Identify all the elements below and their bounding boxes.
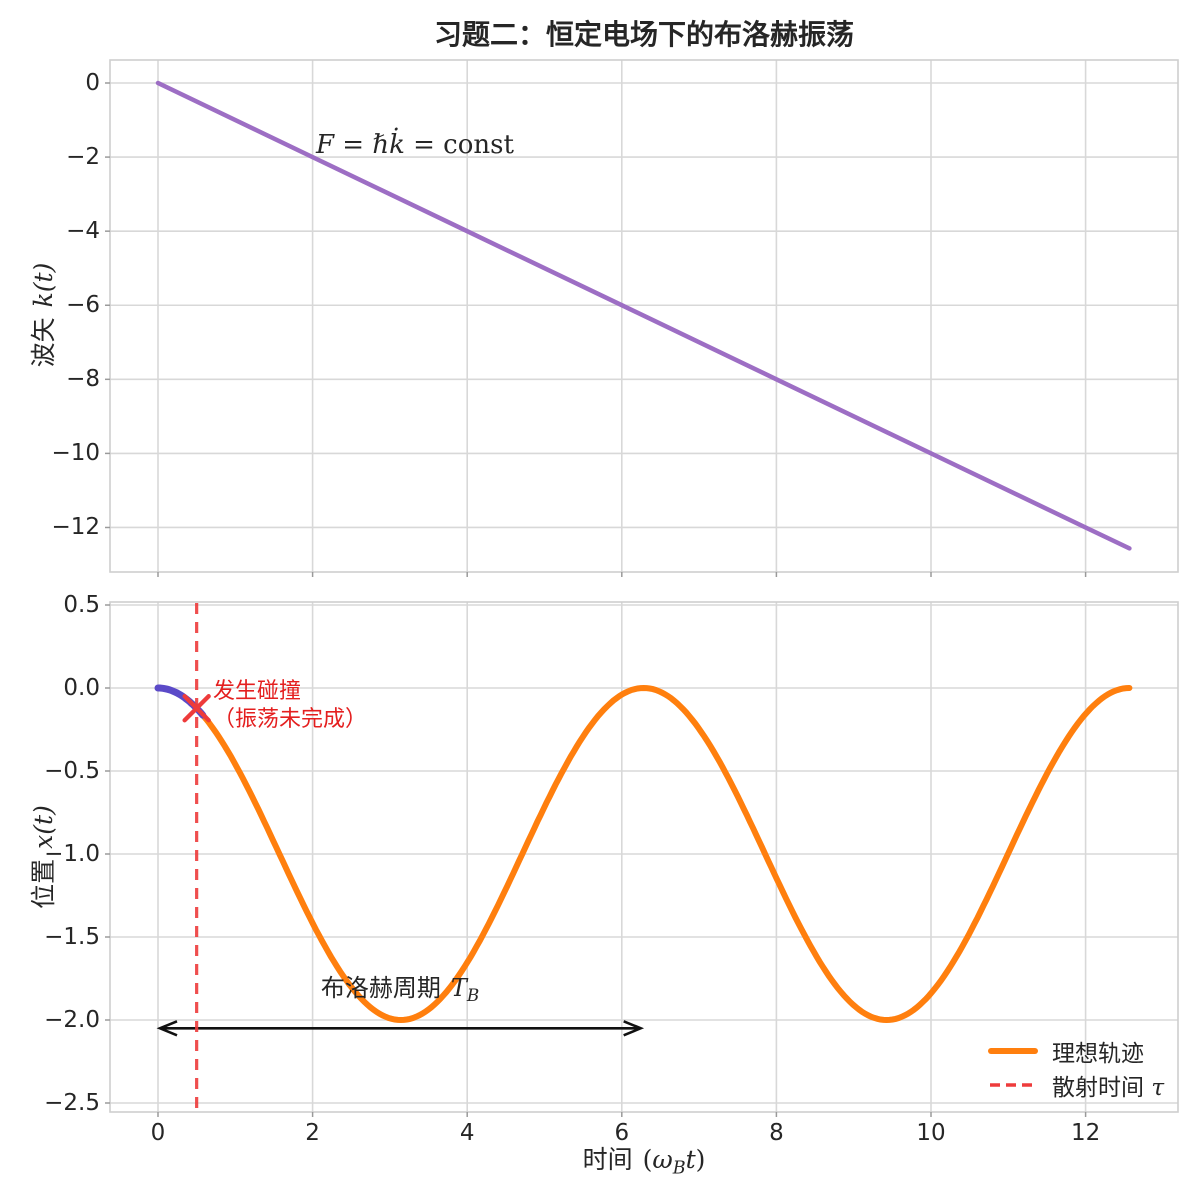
y-tick-label: −0.5 — [44, 758, 100, 784]
x-tick-label: 8 — [769, 1120, 784, 1146]
x-axis-label-omega: ω — [652, 1145, 673, 1174]
force-equation-roman: = const — [404, 130, 514, 160]
bottom-axes-grid — [110, 602, 1178, 1112]
y-tick-label: −2.0 — [44, 1007, 100, 1033]
y-tick-label: −2 — [66, 144, 100, 171]
x-axis-label-cjk: 时间 — [582, 1145, 633, 1174]
bloch-period-arrow — [156, 1020, 645, 1037]
legend-label-ideal: 理想轨迹 — [1052, 1041, 1144, 1067]
legend-sample-solid-line — [988, 1048, 1038, 1054]
y-tick-label: −6 — [66, 292, 100, 319]
bloch-arrow-right-head — [623, 1020, 645, 1037]
legend-item-scattering-time: 散射时间 τ — [988, 1072, 1164, 1101]
axis-tick-marks — [105, 82, 1087, 1117]
wavevector-line — [155, 80, 1132, 551]
legend: 理想轨迹 散射时间 τ — [988, 1038, 1164, 1101]
x-axis-label-t: t — [685, 1145, 696, 1174]
x-axis-label-subscript: B — [672, 1158, 686, 1179]
y-tick-label: −4 — [66, 218, 100, 245]
figure-title: 习题二：恒定电场下的布洛赫振荡 — [433, 18, 854, 51]
top-axes-frame — [109, 59, 1179, 573]
legend-label-tau-cjk: 散射时间 — [1052, 1075, 1144, 1101]
x-tick-label: 6 — [614, 1120, 630, 1146]
bloch-period-label: 布洛赫周期 TB — [321, 968, 479, 1005]
collision-annotation: 发生碰撞 （振荡未完成） — [213, 678, 367, 734]
y-tick-label: 0.0 — [63, 675, 100, 701]
top-y-axis-label-math: k(t) — [29, 262, 58, 308]
legend-sample-dashed-line — [990, 1083, 1036, 1087]
bloch-arrow-left-head — [156, 1020, 178, 1037]
y-tick-label: −12 — [51, 514, 100, 541]
y-tick-label: 0 — [85, 70, 100, 96]
bloch-period-label-subscript: B — [466, 985, 480, 1006]
y-tick-label: 0.5 — [63, 592, 100, 618]
x-axis-label: 时间 (ωBt) — [583, 1140, 706, 1178]
axes-frames — [109, 59, 1179, 1113]
top-axes-grid — [110, 60, 1178, 572]
legend-label-tau: 散射时间 τ — [1052, 1068, 1164, 1102]
force-equation-annotation: F = ℏk̇ = const — [316, 130, 514, 160]
x-axis-label-paren-close: ) — [695, 1145, 706, 1174]
y-tick-label: −1.5 — [44, 924, 100, 950]
ideal-trajectory-curve — [155, 684, 1133, 1024]
legend-label-tau-math: τ — [1151, 1075, 1165, 1101]
top-y-axis-label-cjk: 波矢 — [29, 317, 58, 368]
x-tick-label: 0 — [150, 1120, 166, 1146]
x-tick-label: 4 — [459, 1120, 475, 1146]
force-equation-italic: F = ℏk̇ — [316, 130, 405, 160]
collision-annotation-line1: 发生碰撞 — [213, 679, 302, 704]
x-tick-label: 10 — [916, 1120, 946, 1146]
bloch-period-label-math: T — [450, 974, 467, 1002]
y-tick-label: −2.5 — [44, 1090, 100, 1116]
bottom-axes-frame — [109, 601, 1179, 1113]
collision-x-stroke — [182, 694, 211, 723]
collision-x-marker — [182, 694, 211, 723]
x-tick-label: 2 — [305, 1120, 320, 1146]
x-tick-label: 12 — [1070, 1120, 1101, 1146]
top-y-axis-label: 波矢 k(t) — [24, 263, 60, 368]
collision-annotation-line2: （振荡未完成） — [213, 707, 368, 732]
y-tick-label: −10 — [51, 440, 100, 467]
x-axis-label-paren-open: ( — [642, 1145, 653, 1174]
y-tick-label: −8 — [66, 366, 100, 393]
legend-item-ideal-trajectory: 理想轨迹 — [988, 1038, 1164, 1067]
bloch-period-label-cjk: 布洛赫周期 — [320, 974, 441, 1002]
y-tick-label: −1.0 — [44, 841, 100, 867]
